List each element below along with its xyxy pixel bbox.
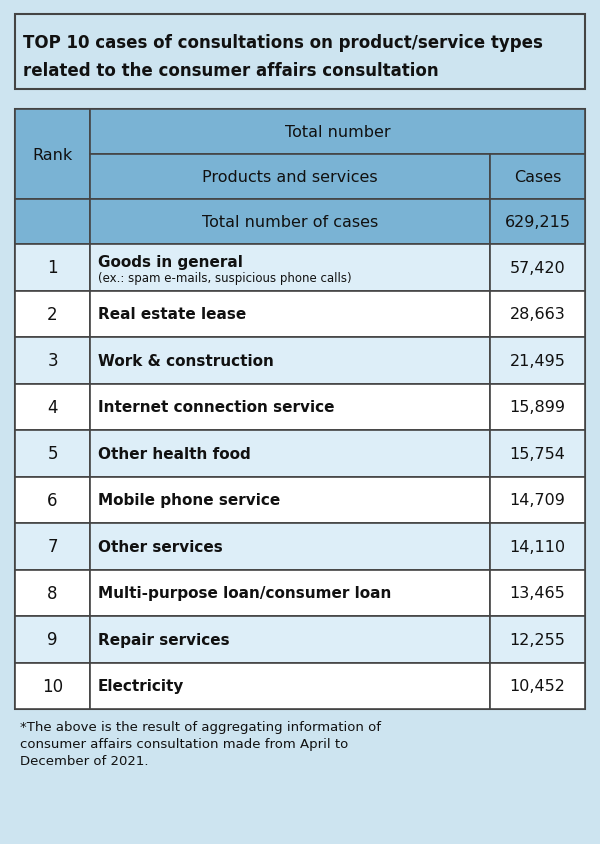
Text: Work & construction: Work & construction: [98, 354, 274, 368]
Text: Total number of cases: Total number of cases: [202, 214, 378, 230]
Text: 10,452: 10,452: [509, 679, 565, 694]
Text: 2: 2: [47, 306, 58, 323]
Bar: [90, 616, 490, 663]
Text: Other health food: Other health food: [98, 446, 251, 461]
Bar: [490, 154, 585, 200]
Text: 8: 8: [47, 584, 58, 602]
Bar: [490, 477, 585, 523]
Text: Goods in general: Goods in general: [98, 254, 243, 269]
Bar: [90, 430, 490, 477]
Bar: [90, 570, 490, 616]
Text: related to the consumer affairs consultation: related to the consumer affairs consulta…: [23, 62, 439, 80]
Text: consumer affairs consultation made from April to: consumer affairs consultation made from …: [20, 738, 348, 750]
Text: 5: 5: [47, 445, 58, 463]
Text: Rank: Rank: [32, 148, 73, 162]
Bar: [15, 477, 90, 523]
Text: 1: 1: [47, 259, 58, 277]
Text: December of 2021.: December of 2021.: [20, 755, 149, 767]
Bar: [15, 616, 90, 663]
Text: 9: 9: [47, 630, 58, 648]
Text: 14,110: 14,110: [509, 539, 566, 555]
Bar: [90, 200, 490, 245]
Bar: [490, 200, 585, 245]
Bar: [90, 523, 490, 570]
Text: 4: 4: [47, 398, 58, 416]
Bar: [90, 291, 490, 338]
Text: 14,709: 14,709: [509, 493, 565, 507]
Bar: [15, 384, 90, 430]
Text: 6: 6: [47, 491, 58, 509]
Bar: [90, 384, 490, 430]
Bar: [15, 663, 90, 709]
Bar: [90, 477, 490, 523]
Bar: [15, 15, 585, 90]
Text: 10: 10: [42, 677, 63, 695]
Bar: [15, 430, 90, 477]
Bar: [90, 663, 490, 709]
Bar: [490, 663, 585, 709]
Text: 15,754: 15,754: [509, 446, 565, 461]
Bar: [490, 245, 585, 291]
Text: Multi-purpose loan/consumer loan: Multi-purpose loan/consumer loan: [98, 586, 391, 601]
Bar: [15, 338, 90, 384]
Bar: [90, 110, 585, 154]
Text: Electricity: Electricity: [98, 679, 184, 694]
Text: 21,495: 21,495: [509, 354, 565, 368]
Text: 629,215: 629,215: [505, 214, 571, 230]
Text: Mobile phone service: Mobile phone service: [98, 493, 280, 507]
Bar: [15, 110, 90, 200]
Bar: [90, 338, 490, 384]
Bar: [15, 110, 585, 709]
Text: Cases: Cases: [514, 170, 561, 185]
Bar: [15, 523, 90, 570]
Text: 13,465: 13,465: [509, 586, 565, 601]
Bar: [490, 384, 585, 430]
Bar: [490, 616, 585, 663]
Bar: [90, 154, 490, 200]
Text: 15,899: 15,899: [509, 400, 566, 414]
Bar: [490, 430, 585, 477]
Text: 7: 7: [47, 538, 58, 555]
Text: Products and services: Products and services: [202, 170, 378, 185]
Text: Total number: Total number: [284, 125, 391, 140]
Bar: [490, 338, 585, 384]
Text: 3: 3: [47, 352, 58, 370]
Bar: [15, 200, 90, 245]
Text: Repair services: Repair services: [98, 632, 230, 647]
Text: *The above is the result of aggregating information of: *The above is the result of aggregating …: [20, 721, 381, 733]
Bar: [15, 245, 90, 291]
Text: Internet connection service: Internet connection service: [98, 400, 335, 414]
Bar: [490, 291, 585, 338]
Text: (ex.: spam e-mails, suspicious phone calls): (ex.: spam e-mails, suspicious phone cal…: [98, 272, 352, 285]
Text: 12,255: 12,255: [509, 632, 565, 647]
Bar: [490, 523, 585, 570]
Text: Other services: Other services: [98, 539, 223, 555]
Text: TOP 10 cases of consultations on product/service types: TOP 10 cases of consultations on product…: [23, 35, 543, 52]
Bar: [15, 570, 90, 616]
Bar: [90, 245, 490, 291]
Bar: [15, 291, 90, 338]
Text: 28,663: 28,663: [509, 307, 565, 322]
Text: 57,420: 57,420: [509, 261, 565, 275]
Bar: [490, 570, 585, 616]
Text: Real estate lease: Real estate lease: [98, 307, 246, 322]
